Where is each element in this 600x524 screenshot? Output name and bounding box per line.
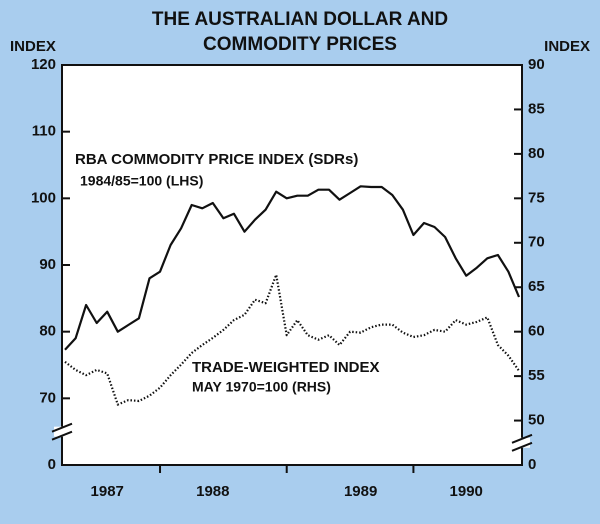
y-tick-label: 70 [39, 389, 56, 406]
y2-tick-label: 75 [528, 189, 545, 206]
chart-title: THE AUSTRALIAN DOLLAR AND [152, 9, 448, 30]
series-note: MAY 1970=100 (RHS) [192, 379, 331, 395]
y2-tick-label: 80 [528, 145, 545, 162]
x-tick-label: 1988 [196, 483, 229, 500]
x-tick-label: 1989 [344, 483, 377, 500]
axis-break [51, 430, 73, 441]
chart-title: COMMODITY PRICES [203, 34, 397, 55]
axis-break-gap [514, 437, 530, 448]
axis-break [511, 441, 533, 452]
series-label: TRADE-WEIGHTED INDEX [192, 359, 380, 376]
y-tick-label: 90 [39, 256, 56, 273]
axis-break-gap [54, 426, 70, 437]
y2-tick-label: 55 [528, 367, 545, 384]
series-note: 1984/85=100 (LHS) [80, 173, 203, 189]
y2-tick-label: 60 [528, 323, 545, 340]
y2-axis-label: INDEX [544, 38, 590, 55]
y-tick-label: 110 [32, 123, 56, 140]
x-tick-label: 1987 [91, 483, 124, 500]
y-tick-label: 120 [31, 56, 56, 73]
x-tick-label: 1990 [450, 483, 483, 500]
y2-tick-label: 50 [528, 412, 545, 429]
y-tick-label: 80 [39, 323, 56, 340]
y2-tick-label: 65 [528, 278, 545, 295]
y2-tick-label: 85 [528, 100, 545, 117]
axis-break [51, 422, 73, 433]
y-tick-label: 100 [31, 189, 56, 206]
series-label: RBA COMMODITY PRICE INDEX (SDRs) [75, 151, 358, 168]
y2-tick-label: 70 [528, 234, 545, 251]
y-tick-label: 0 [48, 456, 56, 473]
y2-tick-label: 0 [528, 456, 536, 473]
series-line [64, 185, 521, 351]
plot-area [61, 64, 523, 466]
y2-tick-label: 90 [528, 56, 545, 73]
y-axis-label: INDEX [10, 38, 56, 55]
axis-break [511, 433, 533, 444]
